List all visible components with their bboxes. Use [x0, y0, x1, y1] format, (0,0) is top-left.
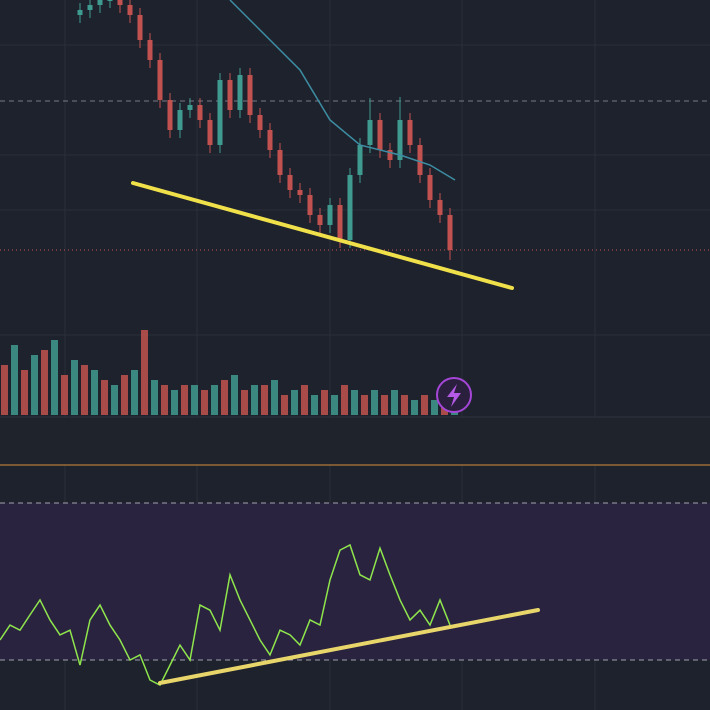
volume-bar: [391, 390, 398, 415]
rsi-band: [0, 503, 710, 660]
volume-bar: [191, 385, 198, 415]
candle-body: [357, 145, 363, 175]
volume-bar: [131, 370, 138, 415]
volume-bar: [371, 390, 378, 415]
candle-body: [347, 175, 353, 240]
volume-bar: [141, 330, 148, 415]
volume-bar: [121, 375, 128, 415]
candle-body: [207, 120, 213, 145]
candle-body: [437, 200, 443, 215]
candle-body: [107, 0, 113, 1]
volume-bar: [331, 395, 338, 415]
volume-bar: [71, 360, 78, 415]
volume-bar: [351, 390, 358, 415]
volume-bar: [361, 395, 368, 415]
trendline: [131, 181, 514, 290]
candle-body: [337, 205, 343, 240]
volume-bar: [51, 340, 58, 415]
candle-body: [87, 5, 93, 10]
volume-bar: [421, 395, 428, 415]
volume-bar: [31, 355, 38, 415]
flash-icon[interactable]: [436, 377, 472, 413]
volume-bar: [301, 385, 308, 415]
candle-body: [287, 175, 293, 190]
candle-body: [147, 40, 153, 60]
candle-body: [407, 120, 413, 145]
volume-bar: [101, 380, 108, 415]
volume-bar: [201, 390, 208, 415]
icon-bolt: [447, 384, 461, 407]
candle-body: [137, 15, 143, 40]
volume-bar: [411, 400, 418, 415]
volume-bar: [171, 390, 178, 415]
volume-bar: [161, 385, 168, 415]
candle-body: [317, 215, 323, 225]
moving-average: [229, 0, 456, 181]
volume-bar: [261, 385, 268, 415]
rsi-line: [0, 543, 451, 687]
candle-body: [177, 110, 183, 130]
candle-body: [167, 100, 173, 130]
candle-body: [447, 215, 453, 250]
candle-body: [297, 190, 303, 195]
volume-bar: [231, 375, 238, 415]
candle-body: [117, 0, 123, 5]
volume-bar: [221, 380, 228, 415]
candle-body: [397, 120, 403, 160]
volume-bar: [11, 345, 18, 415]
volume-bar: [281, 395, 288, 415]
candle-body: [367, 120, 373, 145]
candle-body: [127, 5, 133, 15]
trendline: [158, 608, 540, 685]
volume-bar: [211, 385, 218, 415]
volume-bar: [381, 395, 388, 415]
candle-body: [77, 10, 83, 15]
candle-body: [157, 60, 163, 100]
volume-bar: [21, 370, 28, 415]
candle-body: [387, 150, 393, 160]
candle-body: [257, 115, 263, 130]
candle-body: [307, 195, 313, 215]
volume-bar: [311, 395, 318, 415]
volume-bar: [61, 375, 68, 415]
candle-body: [197, 105, 203, 120]
candle-body: [377, 120, 383, 150]
volume-bar: [341, 385, 348, 415]
candle-body: [97, 0, 103, 5]
volume-bar: [41, 350, 48, 415]
candle-body: [227, 80, 233, 110]
volume-bar: [81, 365, 88, 415]
candle-body: [187, 105, 193, 110]
volume-bar: [251, 385, 258, 415]
candle-body: [417, 145, 423, 175]
candle-body: [277, 150, 283, 175]
volume-bar: [151, 380, 158, 415]
candle-body: [247, 75, 253, 115]
volume-bar: [401, 395, 408, 415]
candle-body: [427, 175, 433, 200]
candle-body: [237, 75, 243, 110]
volume-bar: [91, 370, 98, 415]
pane-gap: [0, 417, 710, 465]
volume-bar: [271, 380, 278, 415]
candle-body: [327, 205, 333, 225]
candle-body: [267, 130, 273, 150]
volume-bar: [1, 365, 8, 415]
volume-bar: [241, 390, 248, 415]
volume-bar: [431, 400, 438, 415]
volume-bar: [291, 390, 298, 415]
volume-bar: [321, 390, 328, 415]
candle-body: [217, 80, 223, 145]
volume-bar: [111, 385, 118, 415]
volume-bar: [181, 385, 188, 415]
